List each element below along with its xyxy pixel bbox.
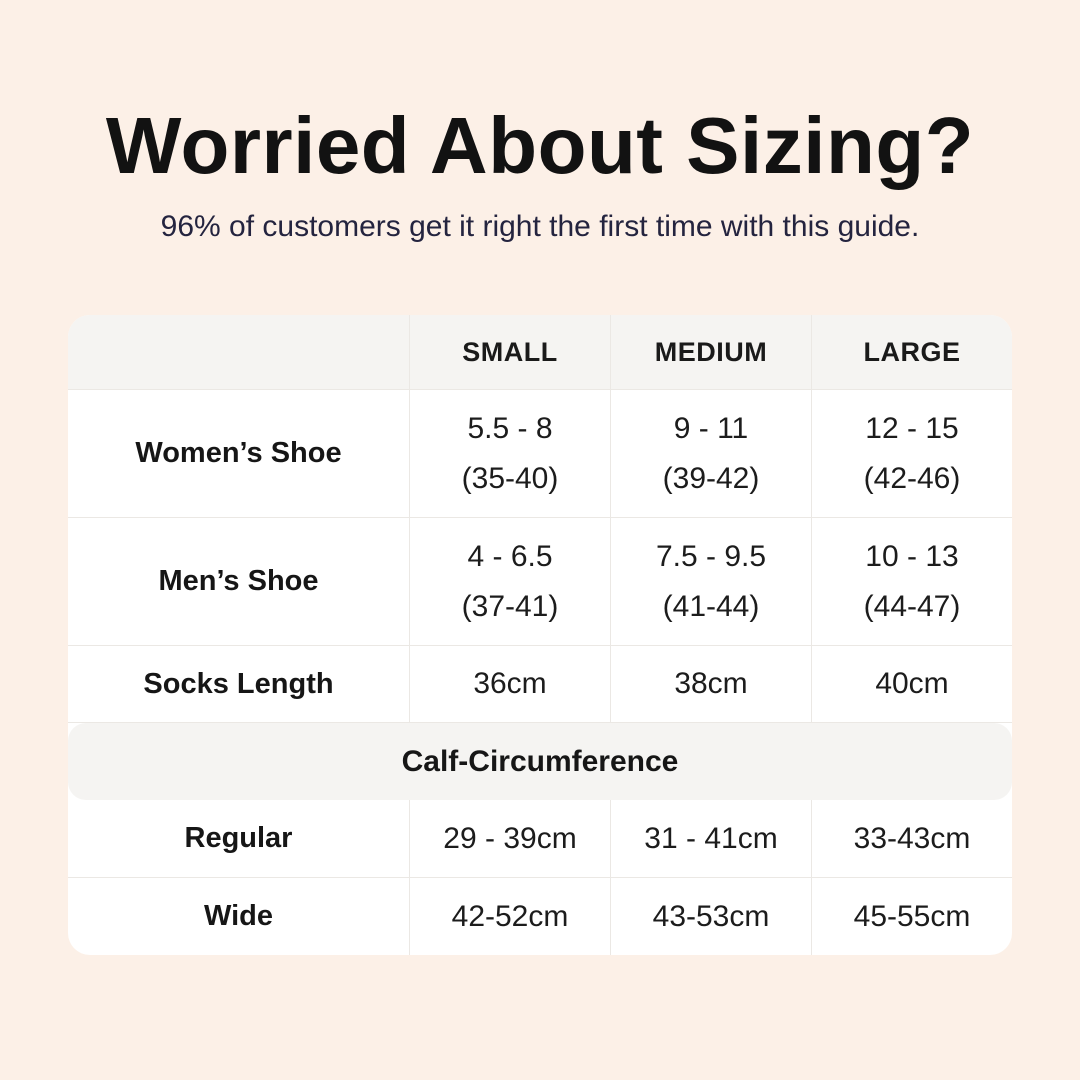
cell-value: 42-52cm bbox=[451, 899, 569, 933]
sizing-table: SMALL MEDIUM LARGE Women’s Shoe 5.5 - 8 … bbox=[68, 315, 1012, 955]
cell-value-eu: (42-46) bbox=[863, 461, 961, 495]
row-label: Women’s Shoe bbox=[68, 390, 410, 517]
page-subtitle: 96% of customers get it right the first … bbox=[160, 210, 920, 243]
page-title: Worried About Sizing? bbox=[105, 101, 975, 190]
cell-value: 31 - 41cm bbox=[644, 821, 778, 855]
table-row-mens-shoe: Men’s Shoe 4 - 6.5 (37-41) 7.5 - 9.5 (41… bbox=[68, 518, 1012, 646]
table-cell: 4 - 6.5 (37-41) bbox=[410, 518, 611, 645]
cell-value: 40cm bbox=[875, 667, 949, 700]
table-cell: 45-55cm bbox=[812, 878, 1012, 955]
table-cell: 29 - 39cm bbox=[410, 800, 611, 877]
cell-value: 7.5 - 9.5 bbox=[655, 539, 767, 573]
header-small: SMALL bbox=[410, 315, 611, 389]
table-cell: 5.5 - 8 (35-40) bbox=[410, 390, 611, 517]
table-cell: 12 - 15 (42-46) bbox=[812, 390, 1012, 517]
row-label: Men’s Shoe bbox=[68, 518, 410, 645]
row-label: Socks Length bbox=[68, 646, 410, 722]
cell-value-eu: (37-41) bbox=[461, 589, 559, 623]
section-header-calf-circumference: Calf-Circumference bbox=[68, 723, 1012, 800]
table-cell: 40cm bbox=[812, 646, 1012, 722]
table-row-regular: Regular 29 - 39cm 31 - 41cm 33-43cm bbox=[68, 800, 1012, 878]
cell-value-eu: (41-44) bbox=[662, 589, 760, 623]
cell-value: 36cm bbox=[473, 667, 547, 700]
cell-value-eu: (35-40) bbox=[461, 461, 559, 495]
cell-value: 12 - 15 bbox=[865, 411, 959, 445]
table-cell: 43-53cm bbox=[611, 878, 812, 955]
table-cell: 42-52cm bbox=[410, 878, 611, 955]
table-cell: 9 - 11 (39-42) bbox=[611, 390, 812, 517]
cell-value: 4 - 6.5 bbox=[467, 539, 553, 573]
table-cell: 38cm bbox=[611, 646, 812, 722]
header-medium: MEDIUM bbox=[611, 315, 812, 389]
table-cell: 7.5 - 9.5 (41-44) bbox=[611, 518, 812, 645]
cell-value: 9 - 11 bbox=[673, 411, 749, 445]
header-large: LARGE bbox=[863, 336, 961, 367]
cell-value-eu: (44-47) bbox=[863, 589, 961, 623]
cell-value: 5.5 - 8 bbox=[467, 411, 553, 445]
table-cell: 36cm bbox=[410, 646, 611, 722]
row-label: Regular bbox=[68, 800, 410, 877]
header-empty-cell bbox=[68, 315, 410, 389]
cell-value: 38cm bbox=[674, 667, 748, 700]
cell-value-eu: (39-42) bbox=[662, 461, 760, 495]
cell-value: 43-53cm bbox=[652, 899, 770, 933]
table-cell: 10 - 13 (44-47) bbox=[812, 518, 1012, 645]
table-cell: 31 - 41cm bbox=[611, 800, 812, 877]
cell-value: 10 - 13 bbox=[865, 539, 959, 573]
cell-value: 29 - 39cm bbox=[443, 821, 577, 855]
cell-value: 33-43cm bbox=[853, 821, 971, 855]
table-row-womens-shoe: Women’s Shoe 5.5 - 8 (35-40) 9 - 11 (39-… bbox=[68, 390, 1012, 518]
cell-value: 45-55cm bbox=[853, 899, 971, 933]
table-header-row: SMALL MEDIUM LARGE bbox=[68, 315, 1012, 390]
table-row-wide: Wide 42-52cm 43-53cm 45-55cm bbox=[68, 878, 1012, 955]
row-label: Wide bbox=[68, 878, 410, 955]
table-row-socks-length: Socks Length 36cm 38cm 40cm bbox=[68, 646, 1012, 723]
table-cell: 33-43cm bbox=[812, 800, 1012, 877]
